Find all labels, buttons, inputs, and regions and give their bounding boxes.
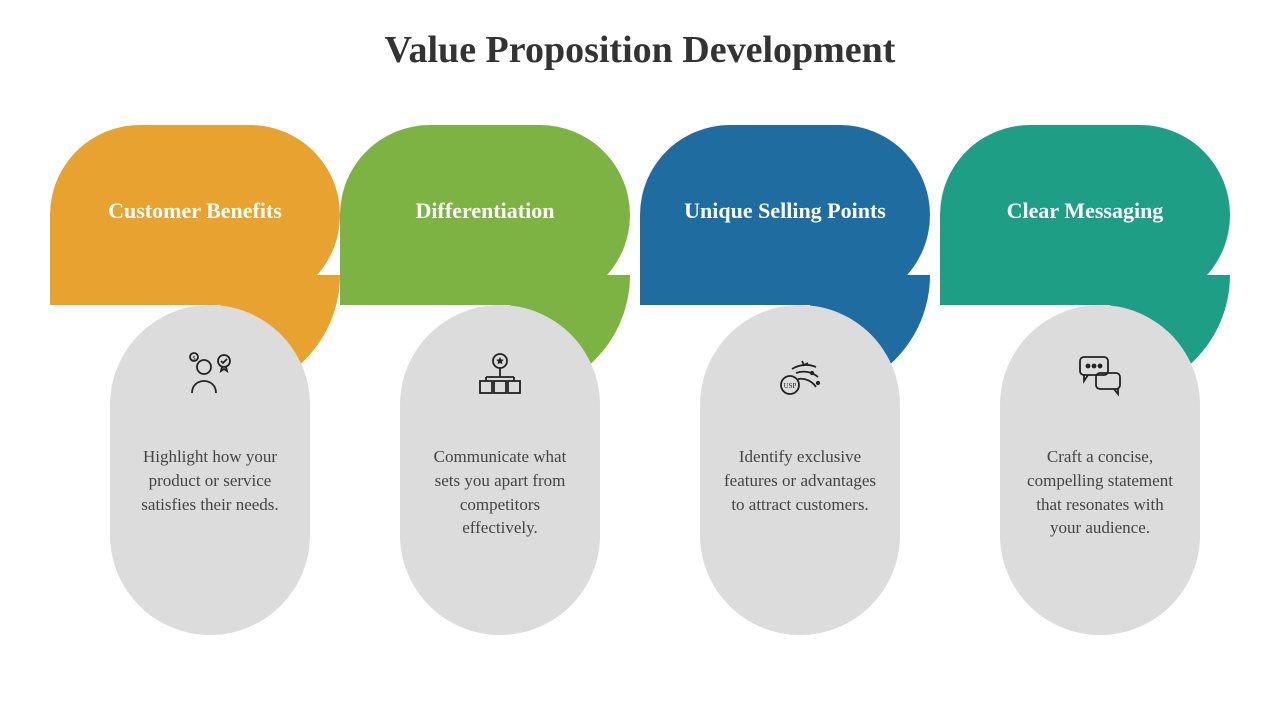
leaf-label: Differentiation bbox=[386, 197, 585, 225]
svg-text:$: $ bbox=[193, 355, 196, 362]
leaf-label: Unique Selling Points bbox=[654, 197, 916, 225]
leaf-label: Customer Benefits bbox=[78, 197, 312, 225]
usp-fan-icon: USP bbox=[770, 345, 830, 405]
content-card: Communicate what sets you apart from com… bbox=[400, 305, 600, 635]
item-differentiation: Differentiation Communicate what sets yo… bbox=[340, 125, 630, 305]
content-card: Craft a concise, compelling statement th… bbox=[1000, 305, 1200, 635]
infographic-stage: Customer Benefits $ Highlight how your p… bbox=[0, 125, 1280, 685]
leaf-header: Customer Benefits bbox=[50, 125, 340, 305]
leaf-header: Unique Selling Points bbox=[640, 125, 930, 305]
content-card: $ Highlight how your product or service … bbox=[110, 305, 310, 635]
star-boxes-icon bbox=[470, 345, 530, 405]
leaf-header: Differentiation bbox=[340, 125, 630, 305]
content-card: USP Identify exclusive features or advan… bbox=[700, 305, 900, 635]
leaf-label: Clear Messaging bbox=[977, 197, 1194, 225]
card-desc: Craft a concise, compelling statement th… bbox=[1000, 445, 1200, 540]
card-desc: Highlight how your product or service sa… bbox=[110, 445, 310, 516]
page-title: Value Proposition Development bbox=[0, 0, 1280, 72]
card-desc: Communicate what sets you apart from com… bbox=[400, 445, 600, 540]
person-badge-icon: $ bbox=[180, 345, 240, 405]
item-customer-benefits: Customer Benefits $ Highlight how your p… bbox=[50, 125, 340, 305]
item-clear-messaging: Clear Messaging Craft a concise, compell… bbox=[940, 125, 1230, 305]
leaf-header: Clear Messaging bbox=[940, 125, 1230, 305]
card-desc: Identify exclusive features or advantage… bbox=[700, 445, 900, 516]
item-unique-selling-points: Unique Selling Points USP Identify exclu… bbox=[640, 125, 930, 305]
svg-text:USP: USP bbox=[784, 382, 797, 390]
chat-bubbles-icon bbox=[1070, 345, 1130, 405]
